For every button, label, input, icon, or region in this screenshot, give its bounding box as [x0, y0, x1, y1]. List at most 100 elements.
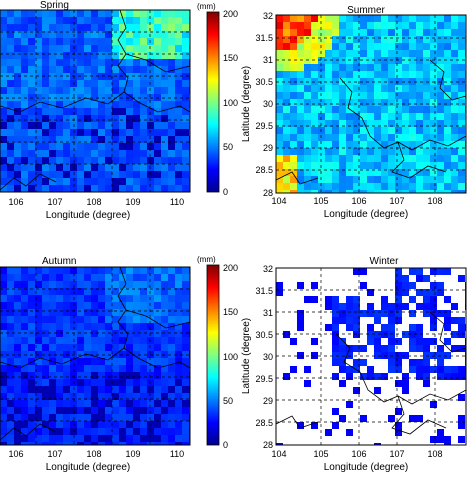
- field-cell: [430, 303, 438, 311]
- field-cell: [290, 190, 298, 193]
- field-cell: [367, 324, 375, 332]
- field-cell: [416, 401, 424, 409]
- field-cell: [84, 386, 92, 394]
- field-cell: [7, 281, 15, 289]
- field-cell: [105, 358, 113, 366]
- field-cell: [56, 73, 64, 81]
- field-cell: [49, 288, 57, 296]
- field-cell: [339, 15, 347, 23]
- field-cell: [444, 324, 452, 332]
- field-cell: [402, 366, 410, 374]
- field-cell: [325, 43, 333, 51]
- field-cell: [84, 309, 92, 317]
- field-cell: [332, 401, 340, 409]
- field-cell: [77, 80, 85, 88]
- field-cell: [154, 136, 162, 144]
- field-cell: [297, 92, 305, 100]
- field-cell: [304, 373, 312, 381]
- field-cell: [416, 106, 424, 114]
- field-cell: [119, 87, 127, 95]
- field-cell: [423, 57, 431, 65]
- field-cell: [367, 282, 375, 290]
- field-cell: [381, 43, 389, 51]
- field-cell: [70, 393, 78, 401]
- field-cell: [14, 337, 22, 345]
- field-cell: [28, 330, 36, 338]
- field-cell: [14, 344, 22, 352]
- field-cell: [297, 50, 305, 58]
- field-cell: [7, 393, 15, 401]
- field-cell: [28, 80, 36, 88]
- panel-title-winter: Winter: [370, 256, 400, 267]
- field-cell: [402, 324, 410, 332]
- field-cell: [140, 288, 148, 296]
- field-cell: [437, 408, 445, 416]
- field-cell: [353, 36, 361, 44]
- field-cell: [98, 323, 106, 331]
- field-cell: [395, 282, 403, 290]
- field-cell: [437, 15, 445, 23]
- field-cell: [409, 324, 417, 332]
- field-cell: [381, 296, 389, 304]
- field-cell: [388, 64, 396, 72]
- field-cell: [360, 373, 368, 381]
- field-cell: [105, 150, 113, 158]
- field-cell: [28, 365, 36, 373]
- field-cell: [283, 113, 291, 121]
- field-cell: [28, 31, 36, 39]
- field-cell: [63, 330, 71, 338]
- field-cell: [374, 275, 382, 283]
- field-cell: [283, 127, 291, 135]
- field-cell: [49, 435, 57, 443]
- field-cell: [304, 15, 312, 23]
- field-cell: [437, 289, 445, 297]
- field-cell: [7, 372, 15, 380]
- field-cell: [297, 387, 305, 395]
- field-cell: [318, 443, 326, 445]
- field-cell: [339, 310, 347, 318]
- field-cell: [84, 281, 92, 289]
- field-cell: [77, 281, 85, 289]
- field-cell: [346, 190, 354, 193]
- field-cell: [395, 338, 403, 346]
- field-cell: [182, 108, 190, 116]
- field-cell: [112, 316, 120, 324]
- field-cell: [304, 324, 312, 332]
- field-cell: [395, 373, 403, 381]
- field-cell: [304, 176, 312, 184]
- field-cell: [168, 101, 176, 109]
- field-cell: [437, 190, 445, 193]
- field-cell: [105, 45, 113, 53]
- field-cell: [444, 169, 452, 177]
- field-cell: [346, 429, 354, 437]
- field-cell: [388, 373, 396, 381]
- field-cell: [430, 106, 438, 114]
- field-cell: [297, 317, 305, 325]
- field-cell: [21, 38, 29, 46]
- field-cell: [409, 352, 417, 360]
- field-cell: [140, 31, 148, 39]
- field-cell: [42, 17, 50, 25]
- field-cell: [290, 169, 298, 177]
- field-cell: [402, 71, 410, 79]
- field-cell: [325, 310, 333, 318]
- field-cell: [119, 178, 127, 186]
- field-cell: [395, 422, 403, 430]
- field-cell: [91, 281, 99, 289]
- field-cell: [451, 331, 459, 339]
- field-cell: [332, 380, 340, 388]
- field-cell: [276, 120, 284, 128]
- field-cell: [346, 387, 354, 395]
- field-cell: [325, 106, 333, 114]
- field-cell: [7, 66, 15, 74]
- field-cell: [147, 414, 155, 422]
- field-cell: [325, 134, 333, 142]
- field-cell: [133, 59, 141, 67]
- field-cell: [325, 359, 333, 367]
- field-cell: [147, 316, 155, 324]
- field-cell: [430, 92, 438, 100]
- field-cell: [374, 317, 382, 325]
- field-cell: [367, 43, 375, 51]
- field-cell: [147, 407, 155, 415]
- field-cell: [325, 331, 333, 339]
